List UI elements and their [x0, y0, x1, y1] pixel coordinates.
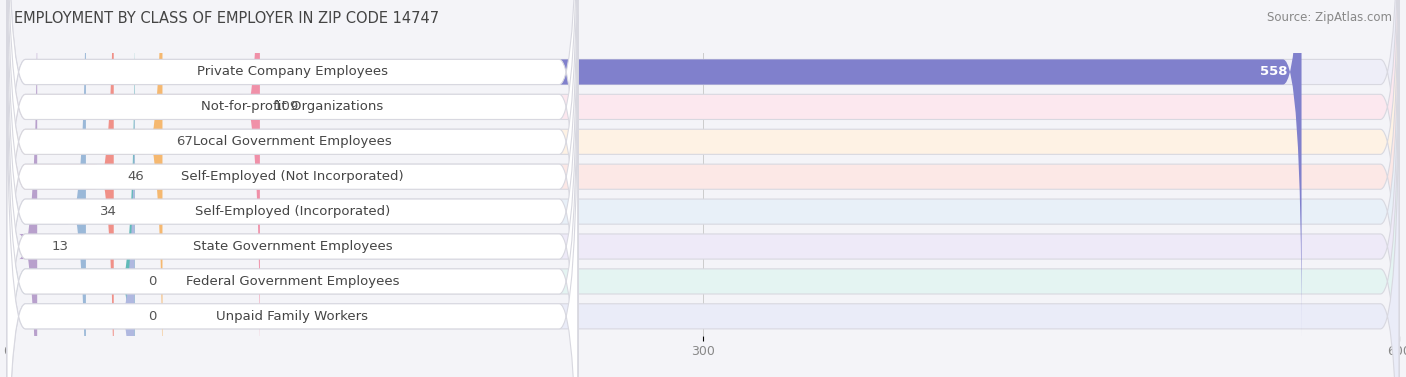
FancyBboxPatch shape: [7, 15, 135, 377]
FancyBboxPatch shape: [7, 0, 1399, 377]
FancyBboxPatch shape: [7, 0, 1399, 339]
FancyBboxPatch shape: [7, 0, 578, 377]
Text: Self-Employed (Incorporated): Self-Employed (Incorporated): [195, 205, 389, 218]
Text: Local Government Employees: Local Government Employees: [193, 135, 392, 148]
Text: 13: 13: [51, 240, 67, 253]
Text: Federal Government Employees: Federal Government Employees: [186, 275, 399, 288]
Text: Self-Employed (Not Incorporated): Self-Employed (Not Incorporated): [181, 170, 404, 183]
FancyBboxPatch shape: [7, 0, 1399, 377]
Text: Private Company Employees: Private Company Employees: [197, 66, 388, 78]
Text: 46: 46: [128, 170, 145, 183]
FancyBboxPatch shape: [7, 0, 578, 339]
FancyBboxPatch shape: [7, 0, 578, 377]
Text: State Government Employees: State Government Employees: [193, 240, 392, 253]
FancyBboxPatch shape: [7, 50, 135, 377]
FancyBboxPatch shape: [7, 15, 1399, 377]
Text: 0: 0: [149, 310, 157, 323]
Text: EMPLOYMENT BY CLASS OF EMPLOYER IN ZIP CODE 14747: EMPLOYMENT BY CLASS OF EMPLOYER IN ZIP C…: [14, 11, 439, 26]
FancyBboxPatch shape: [7, 0, 114, 377]
Text: 67: 67: [176, 135, 193, 148]
FancyBboxPatch shape: [7, 0, 260, 374]
FancyBboxPatch shape: [7, 0, 1399, 374]
Text: 558: 558: [1260, 66, 1288, 78]
FancyBboxPatch shape: [7, 0, 578, 374]
FancyBboxPatch shape: [7, 0, 1399, 377]
FancyBboxPatch shape: [7, 15, 578, 377]
FancyBboxPatch shape: [7, 0, 578, 377]
FancyBboxPatch shape: [7, 0, 1399, 377]
FancyBboxPatch shape: [7, 50, 578, 377]
Text: Not-for-profit Organizations: Not-for-profit Organizations: [201, 100, 384, 113]
Text: 109: 109: [274, 100, 299, 113]
FancyBboxPatch shape: [7, 0, 578, 377]
Text: Source: ZipAtlas.com: Source: ZipAtlas.com: [1267, 11, 1392, 24]
FancyBboxPatch shape: [7, 0, 1302, 339]
FancyBboxPatch shape: [7, 0, 86, 377]
FancyBboxPatch shape: [7, 0, 163, 377]
FancyBboxPatch shape: [7, 50, 1399, 377]
Text: Unpaid Family Workers: Unpaid Family Workers: [217, 310, 368, 323]
FancyBboxPatch shape: [7, 0, 37, 377]
Text: 0: 0: [149, 275, 157, 288]
Text: 34: 34: [100, 205, 117, 218]
